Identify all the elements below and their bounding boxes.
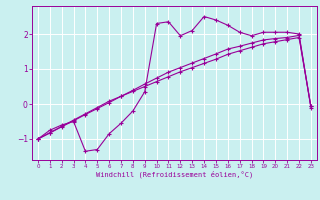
X-axis label: Windchill (Refroidissement éolien,°C): Windchill (Refroidissement éolien,°C) (96, 171, 253, 178)
